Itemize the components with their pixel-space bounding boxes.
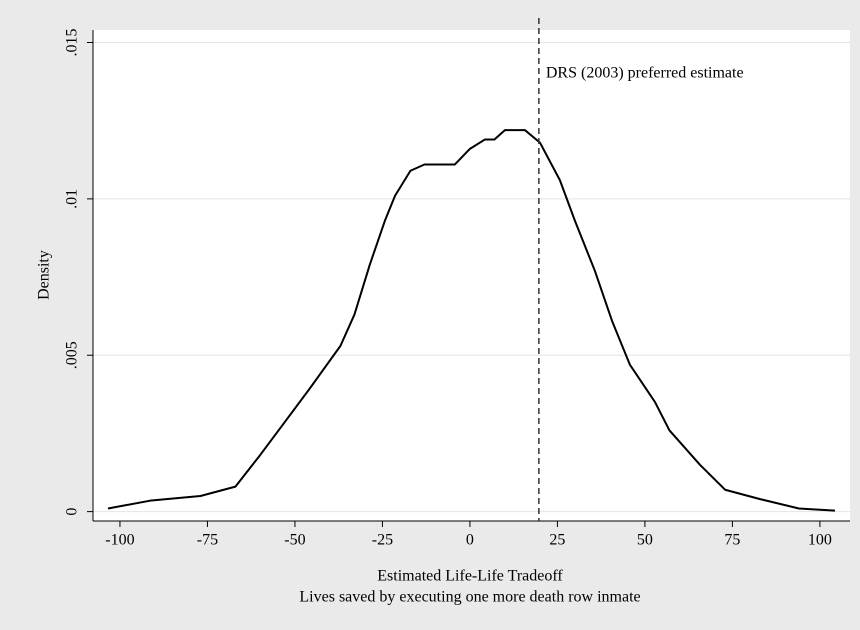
x-tick-label: 100 [808, 532, 832, 549]
reference-label: DRS (2003) preferred estimate [546, 65, 744, 82]
y-axis-label: Density [36, 250, 53, 300]
x-tick-label: 0 [466, 532, 474, 549]
x-tick-label: -75 [197, 532, 218, 549]
x-tick-label: 75 [724, 532, 740, 549]
x-axis-label: Estimated Life-Life Tradeoff [377, 568, 563, 585]
x-tick-label: -50 [284, 532, 305, 549]
y-tick-label: .005 [64, 341, 81, 369]
y-tick-label: 0 [64, 508, 81, 516]
plot-area [93, 30, 850, 521]
density-line [107, 129, 836, 512]
y-tick-label: .01 [64, 189, 81, 209]
x-tick-label: 25 [549, 532, 565, 549]
x-axis-sublabel: Lives saved by executing one more death … [299, 589, 640, 606]
x-tick-label: -25 [372, 532, 393, 549]
x-tick-label: -100 [105, 532, 134, 549]
x-tick-label: 50 [637, 532, 653, 549]
y-tick-label: .015 [64, 29, 81, 57]
